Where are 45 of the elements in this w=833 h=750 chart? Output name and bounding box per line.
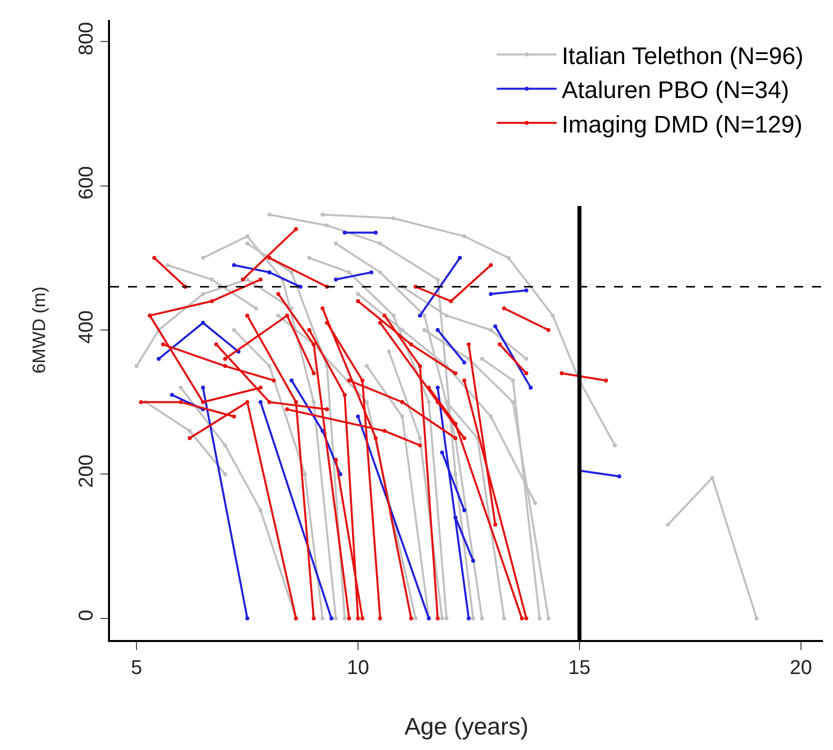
point bbox=[462, 360, 466, 364]
point bbox=[356, 414, 360, 419]
x-tick-label: 5 bbox=[131, 656, 142, 679]
point bbox=[436, 386, 440, 390]
x-tick-label: 15 bbox=[568, 656, 591, 679]
point bbox=[201, 386, 205, 390]
point bbox=[488, 292, 493, 296]
legend-label: Imaging DMD (N=129) bbox=[562, 111, 802, 138]
y-tick-label: 0 bbox=[75, 610, 98, 621]
point bbox=[201, 320, 205, 325]
x-tick-label: 10 bbox=[346, 656, 370, 679]
point bbox=[170, 392, 174, 397]
y-tick-label: 200 bbox=[75, 454, 98, 488]
legend-label: Italian Telethon (N=96) bbox=[562, 42, 804, 70]
point bbox=[493, 324, 498, 328]
y-tick-label: 400 bbox=[75, 310, 98, 344]
point bbox=[369, 270, 374, 274]
point bbox=[334, 278, 338, 282]
point bbox=[342, 230, 347, 235]
point bbox=[374, 230, 378, 235]
point bbox=[458, 256, 462, 260]
point bbox=[245, 616, 250, 620]
point bbox=[466, 616, 471, 620]
point bbox=[267, 270, 272, 274]
y-tick-label: 600 bbox=[75, 166, 98, 200]
point bbox=[462, 508, 466, 512]
point bbox=[453, 515, 458, 520]
y-tick-label: 800 bbox=[75, 22, 98, 56]
point bbox=[436, 328, 440, 332]
point bbox=[524, 288, 528, 292]
point bbox=[156, 356, 161, 361]
point bbox=[329, 616, 334, 620]
point bbox=[298, 284, 302, 289]
point bbox=[617, 474, 622, 478]
point bbox=[440, 450, 444, 455]
x-tick-label: 20 bbox=[790, 656, 812, 679]
point bbox=[258, 400, 263, 404]
point bbox=[471, 558, 476, 563]
x-axis-title: Age (years) bbox=[404, 714, 529, 741]
point bbox=[232, 263, 236, 268]
y-axis-title: 6MWD (m) bbox=[28, 286, 49, 374]
point bbox=[528, 386, 533, 390]
point bbox=[290, 378, 294, 382]
legend-label: Ataluren PBO (N=34) bbox=[562, 77, 790, 104]
point bbox=[418, 314, 422, 318]
